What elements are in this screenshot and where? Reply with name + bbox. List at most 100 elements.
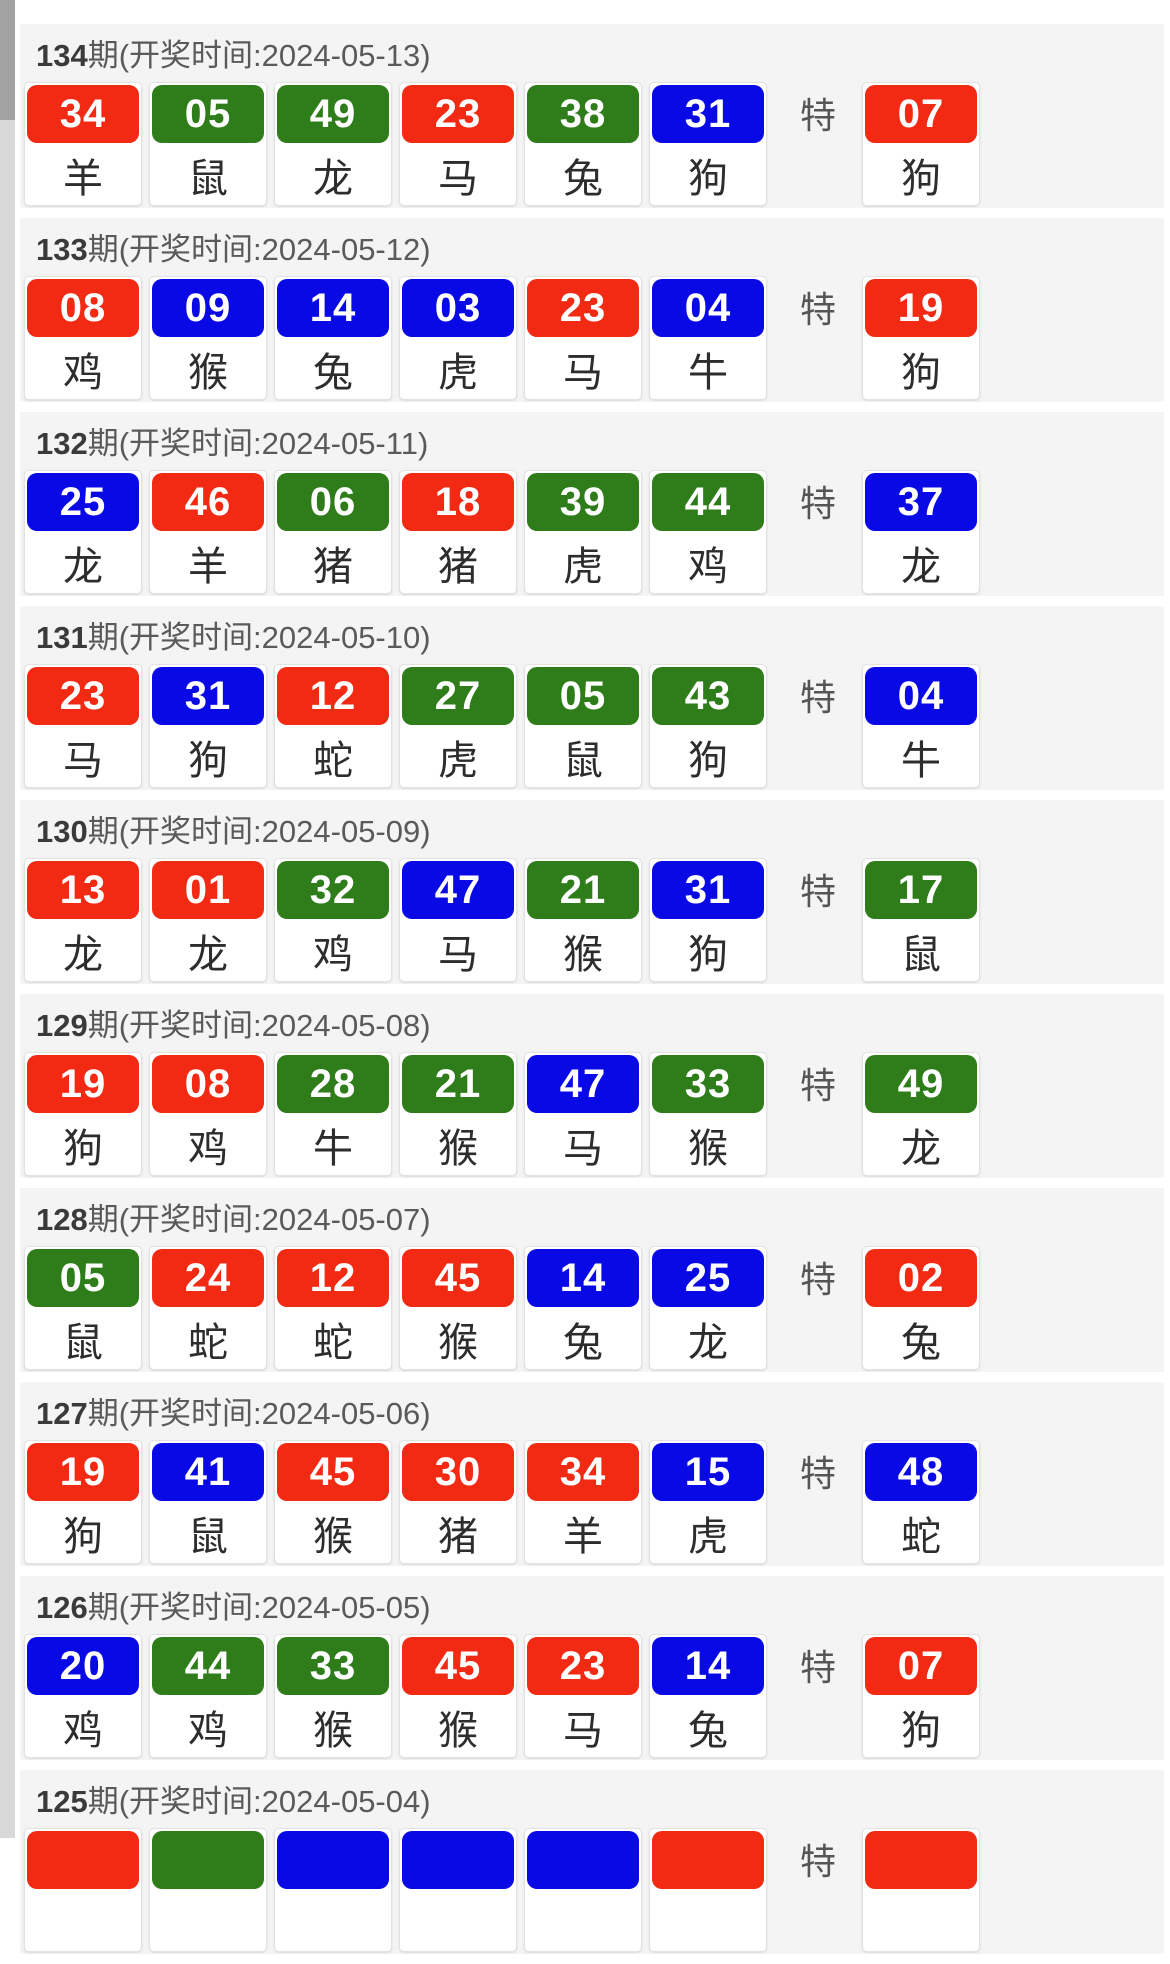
number-ball: 44 xyxy=(652,473,764,531)
number-ball xyxy=(652,1831,764,1889)
zodiac-label: 猴 xyxy=(188,351,228,395)
number-ball: 12 xyxy=(277,667,389,725)
zodiac-label: 龙 xyxy=(901,545,941,589)
number-card: 19 狗 xyxy=(24,1052,142,1176)
number-card: 45 猴 xyxy=(274,1440,392,1564)
number-ball: 28 xyxy=(277,1055,389,1113)
number-card: 18 猪 xyxy=(399,470,517,594)
number-ball: 49 xyxy=(865,1055,977,1113)
number-ball: 19 xyxy=(27,1443,139,1501)
number-card: 19 狗 xyxy=(24,1440,142,1564)
draw-period: 131 xyxy=(36,620,88,655)
number-card: 21 猴 xyxy=(524,858,642,982)
number-ball xyxy=(152,1831,264,1889)
draw-block: 129期(开奖时间:2024-05-08) 19 狗 08 鸡 28 牛 21 … xyxy=(20,994,1164,1178)
zodiac-label xyxy=(400,1891,516,1951)
number-card: 23 马 xyxy=(24,664,142,788)
special-number-card: 48 蛇 xyxy=(862,1440,980,1564)
number-card: 25 龙 xyxy=(24,470,142,594)
number-ball: 18 xyxy=(402,473,514,531)
zodiac-label: 猪 xyxy=(438,545,478,589)
number-card: 05 鼠 xyxy=(524,664,642,788)
zodiac-label: 狗 xyxy=(901,351,941,395)
draw-period: 125 xyxy=(36,1784,88,1819)
zodiac-label: 兔 xyxy=(563,1321,603,1365)
number-card: 12 蛇 xyxy=(274,664,392,788)
zodiac-label: 猴 xyxy=(438,1127,478,1171)
scrollbar-track[interactable] xyxy=(0,0,15,1838)
number-ball xyxy=(527,1831,639,1889)
special-number-card: 17 鼠 xyxy=(862,858,980,982)
number-ball: 32 xyxy=(277,861,389,919)
number-card: 14 兔 xyxy=(524,1246,642,1370)
number-ball: 47 xyxy=(527,1055,639,1113)
zodiac-label: 马 xyxy=(63,739,103,783)
number-ball: 08 xyxy=(152,1055,264,1113)
number-ball: 23 xyxy=(27,667,139,725)
zodiac-label: 龙 xyxy=(688,1321,728,1365)
number-ball: 25 xyxy=(652,1249,764,1307)
number-ball: 44 xyxy=(152,1637,264,1695)
number-card: 23 马 xyxy=(399,82,517,206)
draw-block: 131期(开奖时间:2024-05-10) 23 马 31 狗 12 蛇 27 … xyxy=(20,606,1164,790)
number-ball: 34 xyxy=(27,85,139,143)
number-ball: 23 xyxy=(527,1637,639,1695)
zodiac-label: 马 xyxy=(563,1127,603,1171)
number-ball: 07 xyxy=(865,85,977,143)
number-ball: 07 xyxy=(865,1637,977,1695)
number-card: 33 猴 xyxy=(274,1634,392,1758)
number-ball: 45 xyxy=(402,1637,514,1695)
draw-block: 128期(开奖时间:2024-05-07) 05 鼠 24 蛇 12 蛇 45 … xyxy=(20,1188,1164,1372)
number-card: 34 羊 xyxy=(24,82,142,206)
number-card: 27 虎 xyxy=(399,664,517,788)
zodiac-label: 狗 xyxy=(188,739,228,783)
number-ball: 41 xyxy=(152,1443,264,1501)
number-card: 44 鸡 xyxy=(149,1634,267,1758)
number-card: 05 鼠 xyxy=(24,1246,142,1370)
number-card: 31 狗 xyxy=(149,664,267,788)
draw-row: 19 狗 41 鼠 45 猴 30 猪 34 羊 15 虎 特 48 蛇 xyxy=(20,1440,1164,1564)
number-card: 34 羊 xyxy=(524,1440,642,1564)
zodiac-label: 虎 xyxy=(438,351,478,395)
number-card: 46 羊 xyxy=(149,470,267,594)
number-card: 49 龙 xyxy=(274,82,392,206)
draw-block: 132期(开奖时间:2024-05-11) 25 龙 46 羊 06 猪 18 … xyxy=(20,412,1164,596)
zodiac-label: 鼠 xyxy=(63,1321,103,1365)
zodiac-label: 兔 xyxy=(563,157,603,201)
zodiac-label: 狗 xyxy=(688,739,728,783)
draw-header: 126期(开奖时间:2024-05-05) xyxy=(20,1576,1164,1634)
zodiac-label: 猴 xyxy=(563,933,603,977)
zodiac-label xyxy=(525,1891,641,1951)
zodiac-label: 狗 xyxy=(901,1709,941,1753)
number-card: 23 马 xyxy=(524,276,642,400)
zodiac-label: 牛 xyxy=(901,739,941,783)
number-card: 04 牛 xyxy=(649,276,767,400)
number-card: 33 猴 xyxy=(649,1052,767,1176)
draw-time: 期(开奖时间:2024-05-07) xyxy=(87,1202,431,1237)
draw-period: 132 xyxy=(36,426,88,461)
zodiac-label: 虎 xyxy=(563,545,603,589)
number-card: 39 虎 xyxy=(524,470,642,594)
number-card: 44 鸡 xyxy=(649,470,767,594)
draw-block: 126期(开奖时间:2024-05-05) 20 鸡 44 鸡 33 猴 45 … xyxy=(20,1576,1164,1760)
draw-time: 期(开奖时间:2024-05-09) xyxy=(87,814,431,849)
zodiac-label: 狗 xyxy=(688,157,728,201)
special-label: 特 xyxy=(799,1065,836,1106)
scrollbar-thumb[interactable] xyxy=(0,0,15,120)
draw-row: 13 龙 01 龙 32 鸡 47 马 21 猴 31 狗 特 17 鼠 xyxy=(20,858,1164,982)
zodiac-label: 马 xyxy=(563,1709,603,1753)
zodiac-label: 兔 xyxy=(688,1709,728,1753)
draw-header: 132期(开奖时间:2024-05-11) xyxy=(20,412,1164,470)
number-card: 45 猴 xyxy=(399,1634,517,1758)
draw-header: 133期(开奖时间:2024-05-12) xyxy=(20,218,1164,276)
zodiac-label: 猪 xyxy=(438,1515,478,1559)
number-ball: 48 xyxy=(865,1443,977,1501)
number-ball xyxy=(27,1831,139,1889)
zodiac-label: 狗 xyxy=(63,1515,103,1559)
number-ball: 04 xyxy=(865,667,977,725)
zodiac-label: 鸡 xyxy=(688,545,728,589)
number-ball: 21 xyxy=(402,1055,514,1113)
zodiac-label: 牛 xyxy=(688,351,728,395)
number-ball: 05 xyxy=(527,667,639,725)
number-ball: 23 xyxy=(402,85,514,143)
